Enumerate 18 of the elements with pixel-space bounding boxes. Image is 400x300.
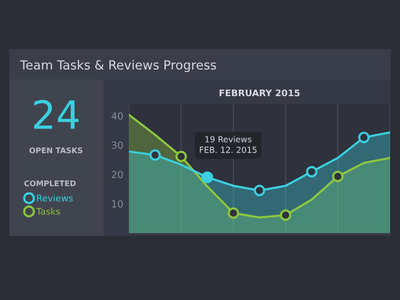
point — [175, 150, 187, 162]
text: 24 — [34, 100, 79, 129]
point — [254, 184, 266, 196]
annotation: 19 Reviews FEB. 12. 2015 — [200, 136, 257, 153]
legend-label: Tasks — [36, 208, 60, 215]
y-tick-label: 10 — [112, 200, 123, 208]
point — [280, 209, 292, 221]
point — [228, 207, 240, 219]
y-tick-label: 30 — [112, 142, 123, 149]
point — [358, 132, 370, 144]
chart-title: Team Tasks & Reviews Progress — [20, 60, 216, 72]
y-tick-label: 20 — [112, 170, 123, 178]
legend-label: Reviews — [37, 194, 73, 202]
chart-subtitle: FEBRUARY 2015 — [220, 89, 300, 96]
point — [149, 149, 161, 161]
point — [306, 166, 318, 178]
point — [332, 170, 344, 182]
y-tick-label: 40 — [112, 112, 123, 120]
